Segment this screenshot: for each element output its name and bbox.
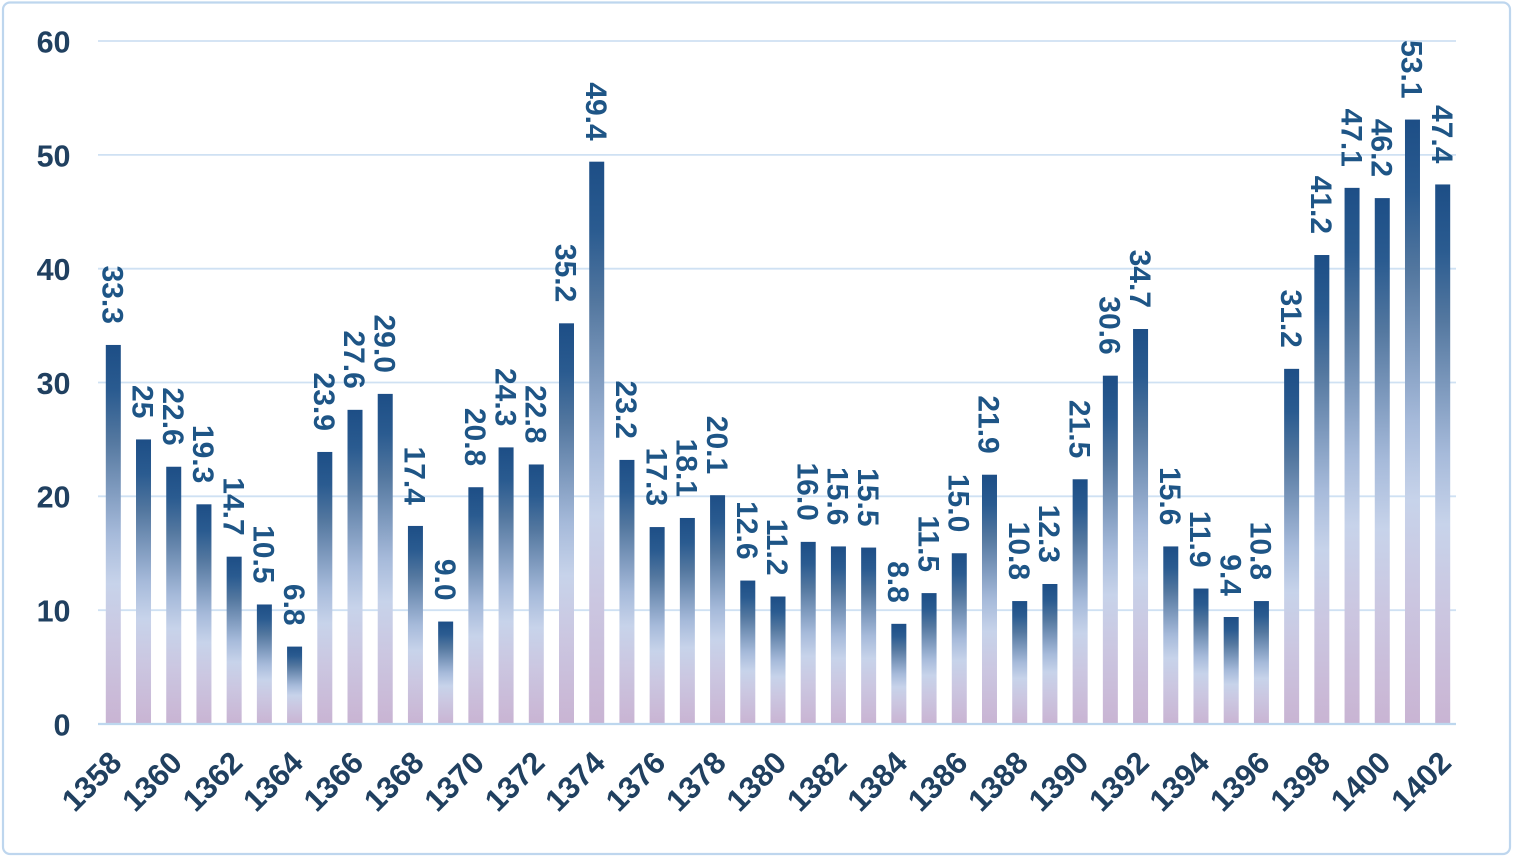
svg-text:20.8: 20.8 (458, 408, 491, 466)
svg-text:10.8: 10.8 (1002, 522, 1035, 580)
svg-text:10: 10 (37, 595, 71, 629)
svg-text:17.4: 17.4 (398, 447, 431, 506)
svg-text:11.2: 11.2 (760, 519, 793, 576)
svg-text:20: 20 (37, 481, 71, 515)
svg-text:23.9: 23.9 (307, 373, 340, 431)
svg-text:33.3: 33.3 (96, 266, 129, 324)
svg-text:31.2: 31.2 (1274, 289, 1307, 347)
svg-text:22.8: 22.8 (518, 385, 551, 443)
svg-text:41.2: 41.2 (1304, 176, 1337, 234)
svg-text:17.3: 17.3 (639, 448, 672, 506)
svg-text:0: 0 (54, 708, 71, 742)
svg-text:47.1: 47.1 (1334, 108, 1367, 166)
svg-text:27.6: 27.6 (337, 330, 370, 388)
svg-text:21.9: 21.9 (972, 395, 1005, 453)
svg-text:46.2: 46.2 (1364, 119, 1397, 177)
svg-text:30: 30 (37, 367, 71, 401)
svg-text:30.6: 30.6 (1093, 296, 1126, 354)
svg-text:15.0: 15.0 (941, 474, 974, 532)
svg-text:12.6: 12.6 (730, 501, 763, 559)
svg-text:49.4: 49.4 (579, 82, 612, 141)
svg-text:12.3: 12.3 (1032, 505, 1065, 563)
svg-text:19.3: 19.3 (186, 425, 219, 483)
svg-text:25: 25 (126, 385, 159, 418)
svg-text:9.4: 9.4 (1213, 554, 1246, 596)
svg-text:60: 60 (37, 25, 71, 59)
svg-text:15.5: 15.5 (851, 468, 884, 526)
svg-text:35.2: 35.2 (549, 244, 582, 302)
svg-text:34.7: 34.7 (1123, 250, 1156, 308)
svg-text:14.7: 14.7 (216, 477, 249, 535)
svg-text:21.5: 21.5 (1062, 400, 1095, 458)
svg-text:16.0: 16.0 (790, 462, 823, 520)
svg-text:15.6: 15.6 (1153, 467, 1186, 525)
svg-text:29.0: 29.0 (367, 314, 400, 372)
svg-text:20.1: 20.1 (700, 416, 733, 474)
svg-text:47.4: 47.4 (1425, 105, 1458, 164)
svg-text:24.3: 24.3 (488, 368, 521, 426)
svg-text:50: 50 (37, 139, 71, 173)
svg-text:40: 40 (37, 253, 71, 287)
svg-text:22.6: 22.6 (156, 387, 189, 445)
svg-text:53.1: 53.1 (1395, 40, 1428, 98)
svg-text:23.2: 23.2 (609, 381, 642, 439)
svg-text:10.8: 10.8 (1244, 522, 1277, 580)
svg-text:15.6: 15.6 (821, 467, 854, 525)
svg-text:11.5: 11.5 (911, 515, 944, 572)
svg-text:9.0: 9.0 (428, 559, 461, 601)
svg-text:10.5: 10.5 (247, 525, 280, 583)
svg-text:11.9: 11.9 (1183, 511, 1216, 568)
svg-text:18.1: 18.1 (670, 439, 703, 497)
svg-text:6.8: 6.8 (277, 584, 310, 626)
svg-text:8.8: 8.8 (881, 561, 914, 603)
